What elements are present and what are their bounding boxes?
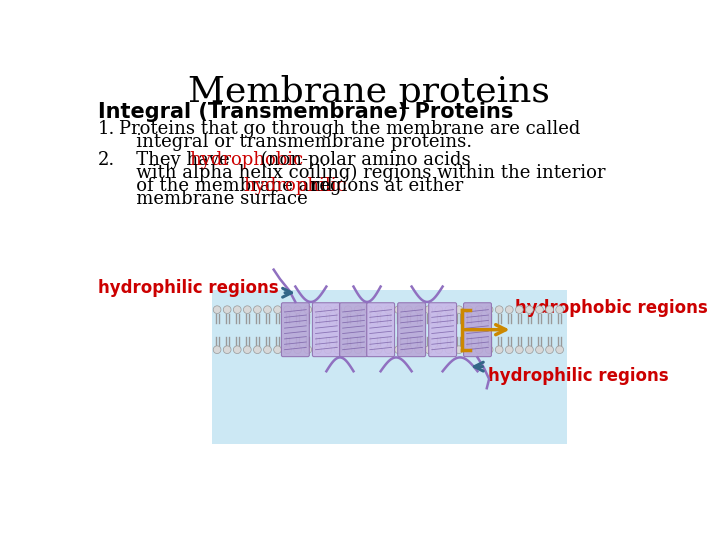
Circle shape [354, 346, 362, 354]
Circle shape [495, 306, 503, 314]
FancyBboxPatch shape [282, 303, 310, 356]
Circle shape [304, 306, 312, 314]
Circle shape [213, 306, 221, 314]
FancyBboxPatch shape [312, 303, 341, 356]
Circle shape [505, 306, 513, 314]
Circle shape [505, 346, 513, 354]
Circle shape [334, 346, 342, 354]
Circle shape [364, 306, 372, 314]
Circle shape [405, 306, 413, 314]
Text: 1.: 1. [98, 120, 115, 138]
Circle shape [294, 306, 302, 314]
Text: membrane surface: membrane surface [120, 190, 308, 208]
Text: with alpha helix coiling) regions within the interior: with alpha helix coiling) regions within… [120, 164, 606, 183]
Text: integral or transmembrane proteins.: integral or transmembrane proteins. [120, 133, 472, 151]
Circle shape [495, 346, 503, 354]
FancyBboxPatch shape [428, 303, 456, 356]
Circle shape [445, 306, 453, 314]
Circle shape [314, 306, 322, 314]
Circle shape [354, 306, 362, 314]
Circle shape [485, 306, 493, 314]
Circle shape [485, 346, 493, 354]
Circle shape [384, 346, 392, 354]
Text: hydrophobic regions: hydrophobic regions [516, 299, 708, 317]
Circle shape [334, 306, 342, 314]
Circle shape [243, 306, 251, 314]
Circle shape [536, 306, 544, 314]
Text: of the membrane and: of the membrane and [120, 177, 339, 195]
Text: hydrophilic: hydrophilic [243, 177, 347, 195]
Text: hydrophilic regions: hydrophilic regions [488, 367, 669, 385]
Circle shape [435, 346, 443, 354]
Circle shape [223, 346, 231, 354]
Circle shape [425, 306, 433, 314]
Circle shape [384, 306, 392, 314]
Circle shape [364, 346, 372, 354]
Circle shape [294, 346, 302, 354]
Text: Proteins that go through the membrane are called: Proteins that go through the membrane ar… [120, 120, 581, 138]
Circle shape [253, 346, 261, 354]
Circle shape [233, 346, 241, 354]
Text: Membrane proteins: Membrane proteins [188, 75, 550, 109]
Circle shape [253, 306, 261, 314]
Circle shape [516, 306, 523, 314]
Circle shape [374, 346, 382, 354]
Circle shape [284, 346, 292, 354]
Circle shape [546, 346, 554, 354]
Circle shape [223, 306, 231, 314]
Circle shape [274, 346, 282, 354]
Circle shape [455, 346, 463, 354]
Circle shape [556, 346, 564, 354]
Circle shape [264, 346, 271, 354]
Text: regions at either: regions at either [305, 177, 464, 195]
Circle shape [425, 346, 433, 354]
FancyBboxPatch shape [212, 289, 567, 444]
Circle shape [344, 346, 352, 354]
Circle shape [395, 346, 402, 354]
FancyBboxPatch shape [464, 303, 492, 356]
Circle shape [304, 346, 312, 354]
FancyBboxPatch shape [397, 303, 426, 356]
Text: hydrophilic regions: hydrophilic regions [98, 279, 279, 297]
Circle shape [264, 306, 271, 314]
Circle shape [415, 346, 423, 354]
Circle shape [526, 306, 534, 314]
Circle shape [536, 346, 544, 354]
FancyBboxPatch shape [366, 303, 395, 356]
Text: (non-polar amino acids: (non-polar amino acids [255, 151, 471, 170]
Circle shape [324, 346, 332, 354]
Text: 2.: 2. [98, 151, 115, 169]
Circle shape [546, 306, 554, 314]
Circle shape [405, 346, 413, 354]
Circle shape [395, 306, 402, 314]
Circle shape [526, 346, 534, 354]
Circle shape [415, 306, 423, 314]
Text: Integral (Transmembrane) Proteins: Integral (Transmembrane) Proteins [98, 102, 513, 122]
Circle shape [243, 346, 251, 354]
Circle shape [516, 346, 523, 354]
Circle shape [475, 346, 483, 354]
Circle shape [475, 306, 483, 314]
Circle shape [556, 306, 564, 314]
FancyBboxPatch shape [340, 303, 367, 356]
Circle shape [213, 346, 221, 354]
Circle shape [284, 306, 292, 314]
Circle shape [455, 306, 463, 314]
Circle shape [435, 306, 443, 314]
Circle shape [324, 306, 332, 314]
Text: They have: They have [120, 151, 236, 169]
Circle shape [465, 306, 473, 314]
Text: hydrophobic: hydrophobic [189, 151, 303, 169]
Circle shape [445, 346, 453, 354]
Circle shape [344, 306, 352, 314]
Circle shape [374, 306, 382, 314]
Circle shape [465, 346, 473, 354]
Circle shape [274, 306, 282, 314]
Circle shape [233, 306, 241, 314]
Circle shape [314, 346, 322, 354]
